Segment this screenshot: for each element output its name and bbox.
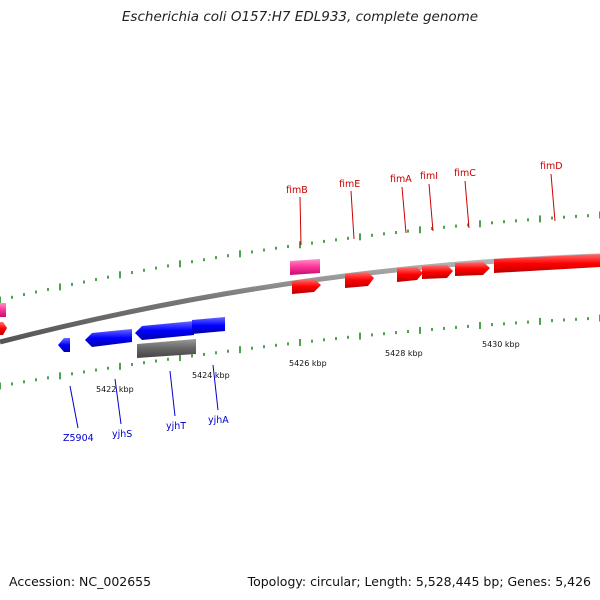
- accession-label: Accession:: [9, 574, 76, 589]
- forward-strand-features: [0, 254, 600, 335]
- leader-Z5904: [69, 385, 79, 429]
- leader-fimC: [464, 180, 470, 229]
- feature-yjhT-arrow[interactable]: [135, 321, 194, 340]
- feature-fimI-arrow[interactable]: [422, 265, 453, 279]
- feature-fimD-arrow[interactable]: [494, 254, 600, 273]
- leader-fimI: [428, 183, 434, 232]
- gene-label-fimD[interactable]: fimD: [540, 161, 563, 172]
- outer-tick-track: [0, 211, 600, 304]
- accession-value: NC_002655: [79, 574, 152, 589]
- map-title: Escherichia coli O157:H7 EDL933, complet…: [121, 9, 479, 25]
- topology-value: circular: [310, 574, 357, 589]
- gene-label-yjhT[interactable]: yjhT: [166, 421, 186, 432]
- feature-Z5904-arrow[interactable]: [58, 338, 70, 352]
- genome-stats: Topology: circular; Length: 5,528,445 bp…: [247, 574, 591, 589]
- leader-yjhA: [212, 364, 219, 411]
- feature-fimA-arrow[interactable]: [397, 267, 423, 282]
- leader-fimB: [299, 196, 302, 246]
- feature-yjhA-box[interactable]: [192, 317, 225, 334]
- feature-fimB-arrow[interactable]: [292, 279, 321, 294]
- gene-label-fimA[interactable]: fimA: [390, 174, 412, 185]
- scale-labels: 5422 kbp 5424 kbp 5426 kbp 5428 kbp 5430…: [96, 340, 520, 394]
- gene-label-fimB[interactable]: fimB: [286, 185, 308, 196]
- topology-label: Topology:: [247, 574, 307, 589]
- scale-label-5424: 5424 kbp: [192, 371, 230, 380]
- reverse-gene-labels: Z5904 yjhS yjhT yjhA: [63, 364, 229, 444]
- gene-label-fimC[interactable]: fimC: [454, 168, 476, 179]
- leader-yjhT: [169, 370, 176, 417]
- feature-fragment-red-left[interactable]: [0, 322, 7, 335]
- leader-fimE: [350, 190, 355, 240]
- feature-pink-box[interactable]: [290, 259, 320, 275]
- leader-fimA: [401, 186, 407, 234]
- gene-label-Z5904[interactable]: Z5904: [63, 433, 94, 444]
- gene-label-fimI[interactable]: fimI: [420, 171, 438, 182]
- feature-fimE-arrow[interactable]: [345, 272, 374, 288]
- scale-label-5426: 5426 kbp: [289, 359, 327, 368]
- scale-label-5422: 5422 kbp: [96, 385, 134, 394]
- genes-label: Genes:: [507, 574, 552, 589]
- scale-label-5430: 5430 kbp: [482, 340, 520, 349]
- length-label: Length:: [364, 574, 412, 589]
- feature-yjhS-arrow[interactable]: [85, 329, 132, 347]
- inner-tick-track: [0, 314, 600, 390]
- reverse-strand-features: [58, 317, 225, 358]
- forward-gene-labels: fimB fimE fimA fimI fimC fimD: [286, 161, 563, 246]
- feature-gray-box[interactable]: [137, 339, 196, 358]
- gene-label-yjhS[interactable]: yjhS: [112, 429, 132, 440]
- accession-info: Accession: NC_002655: [9, 574, 151, 589]
- gene-label-fimE[interactable]: fimE: [339, 179, 360, 190]
- length-value: 5,528,445 bp: [415, 574, 500, 589]
- genes-value: 5,426: [555, 574, 591, 589]
- feature-fragment-pink-left[interactable]: [0, 303, 6, 317]
- scale-label-5428: 5428 kbp: [385, 349, 423, 358]
- gene-label-yjhA[interactable]: yjhA: [208, 415, 229, 426]
- leader-fimD: [550, 173, 556, 222]
- leader-yjhS: [114, 378, 122, 425]
- feature-fimC-arrow[interactable]: [455, 262, 490, 276]
